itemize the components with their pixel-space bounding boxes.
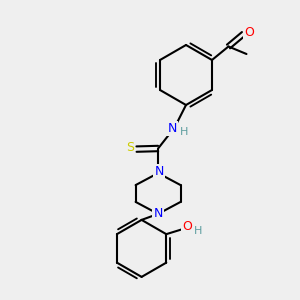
Text: H: H (194, 226, 202, 236)
Text: N: N (154, 165, 164, 178)
Text: O: O (244, 26, 254, 39)
Text: O: O (182, 220, 192, 233)
Text: H: H (180, 127, 188, 137)
Text: S: S (126, 141, 134, 154)
Text: N: N (153, 207, 163, 220)
Text: N: N (167, 122, 177, 135)
